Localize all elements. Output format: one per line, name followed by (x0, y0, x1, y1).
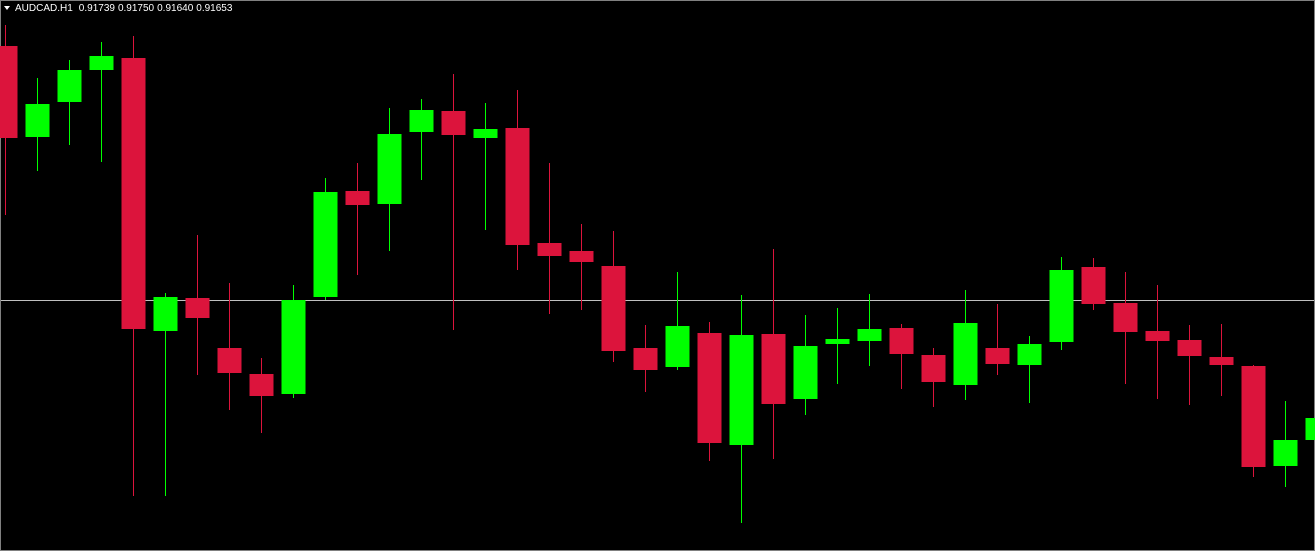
candle-body (1081, 267, 1106, 304)
candle-body (953, 323, 978, 385)
candle-body (1113, 303, 1138, 332)
candle-body (633, 348, 658, 370)
candle-body (537, 243, 562, 256)
candle-body (249, 374, 274, 396)
candle-body (409, 110, 434, 132)
candle-body (153, 297, 178, 331)
candle-body (857, 329, 882, 341)
candle-body (889, 328, 914, 354)
candle-body (57, 70, 82, 102)
candle-body (729, 335, 754, 445)
candle-body (185, 298, 210, 318)
candle-body (121, 58, 146, 329)
quote-value: 0.91653 (196, 3, 233, 14)
symbol-label: AUDCAD.H1 (15, 3, 73, 14)
candle-body (761, 334, 786, 404)
candle-body (505, 128, 530, 245)
candle-body (25, 104, 50, 137)
candle-body (473, 129, 498, 138)
candle-body (1049, 270, 1074, 342)
candle-body (1017, 344, 1042, 365)
plot-area (0, 25, 1315, 523)
candle-body (1145, 331, 1170, 341)
candle-body (345, 191, 370, 205)
candle-body (1273, 440, 1298, 466)
candle-body (281, 300, 306, 394)
menu-arrow[interactable] (4, 6, 10, 10)
candle-body (601, 266, 626, 351)
candle-body (377, 134, 402, 204)
candle-body (0, 46, 18, 138)
candle-body (825, 339, 850, 344)
quote-value: 0.91750 (118, 3, 155, 14)
candle-body (1209, 357, 1234, 365)
candle-body (313, 192, 338, 297)
quote-value: 0.91739 (79, 3, 116, 14)
quote-values: 0.91739 0.91750 0.91640 0.91653 (79, 3, 233, 14)
candle-body (1177, 340, 1202, 356)
candle-body (793, 346, 818, 399)
candle-body (697, 333, 722, 443)
quote-value: 0.91640 (157, 3, 194, 14)
candle-body (921, 355, 946, 382)
candle-body (1241, 366, 1266, 467)
candle-body (441, 111, 466, 135)
candle-body (985, 348, 1010, 364)
candle-body (217, 348, 242, 373)
candle-body (1305, 418, 1315, 440)
candle-body (569, 251, 594, 262)
candle-body (665, 326, 690, 367)
candle-body (89, 56, 114, 70)
